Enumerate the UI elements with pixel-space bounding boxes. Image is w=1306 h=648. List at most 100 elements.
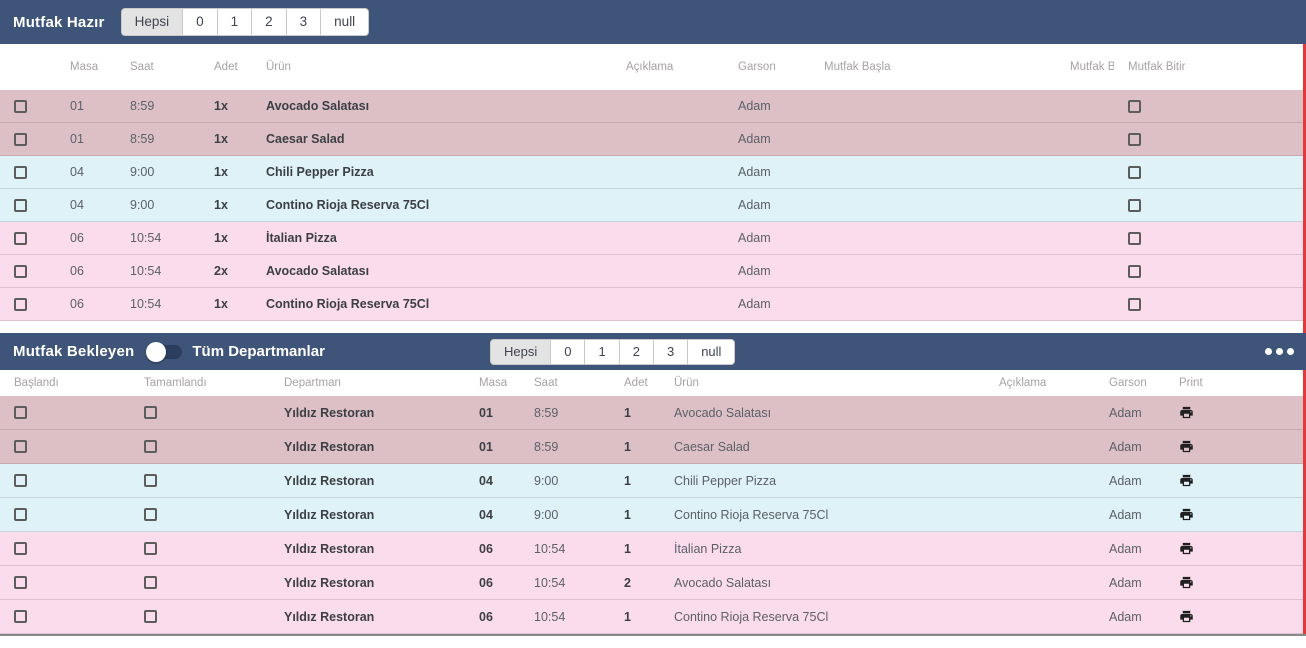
col-urun: Ürün [266, 61, 291, 73]
adet-value: 2 [624, 575, 631, 590]
aciklama-value [985, 532, 1095, 565]
print-button[interactable] [1179, 405, 1194, 420]
filter-0-button[interactable]: 0 [550, 338, 586, 365]
filter-3-button[interactable]: 3 [652, 338, 689, 365]
tamamlandi-checkbox[interactable] [144, 406, 157, 419]
filter-3-button[interactable]: 3 [285, 8, 322, 36]
departman-value: Yıldız Restoran [284, 507, 375, 522]
garson-value: Adam [1109, 575, 1142, 590]
garson-value: Adam [1109, 405, 1142, 420]
col-saat: Saat [130, 61, 154, 73]
filter-1-button[interactable]: 1 [216, 8, 253, 36]
filter-2-button[interactable]: 2 [618, 338, 654, 365]
saat-value: 9:00 [534, 507, 559, 522]
print-button[interactable] [1179, 541, 1194, 556]
masa-value: 01 [479, 439, 493, 454]
adet-value: 1x [214, 99, 228, 113]
baslandi-checkbox[interactable] [14, 440, 27, 453]
mutfak-basla-value [810, 255, 1056, 287]
mutfak-bitir-checkbox[interactable] [1128, 99, 1141, 113]
col-garson: Garson [1109, 377, 1147, 389]
baslandi-checkbox[interactable] [14, 508, 27, 521]
tamamlandi-checkbox[interactable] [144, 508, 157, 521]
print-button[interactable] [1179, 609, 1194, 624]
row-select-checkbox[interactable] [14, 165, 27, 179]
row-select-checkbox[interactable] [14, 198, 27, 212]
more-options-icon[interactable] [1265, 348, 1294, 355]
mutfak-bitir-checkbox[interactable] [1128, 132, 1141, 146]
saat-value: 9:00 [130, 198, 155, 212]
printer-icon [1180, 474, 1193, 487]
table-row: Yıldız Restoran 06 10:54 1 İtalian Pizza… [0, 532, 1306, 566]
toggle-knob [146, 341, 167, 362]
mutfak-bitir-checkbox[interactable] [1128, 198, 1141, 212]
row-select-checkbox[interactable] [14, 264, 27, 278]
adet-value: 1 [624, 507, 631, 522]
row-select-checkbox[interactable] [14, 231, 27, 245]
urun-value: Avocado Salatası [674, 405, 772, 420]
filter-null-button[interactable]: null [687, 338, 736, 365]
garson-value: Adam [1109, 609, 1142, 624]
row-select-checkbox[interactable] [14, 297, 27, 311]
print-button[interactable] [1179, 575, 1194, 590]
tamamlandi-checkbox[interactable] [144, 542, 157, 555]
tamamlandi-checkbox[interactable] [144, 576, 157, 589]
adet-value: 1 [624, 473, 631, 488]
table-row: 04 9:00 1x Contino Rioja Reserva 75Cl Ad… [0, 189, 1306, 222]
print-button[interactable] [1179, 439, 1194, 454]
table-row: Yıldız Restoran 01 8:59 1 Avocado Salata… [0, 396, 1306, 430]
saat-value: 8:59 [534, 405, 559, 420]
masa-value: 06 [70, 264, 84, 278]
print-button[interactable] [1179, 507, 1194, 522]
masa-value: 01 [70, 99, 84, 113]
garson-value: Adam [738, 99, 771, 113]
mutfak-bitir-checkbox[interactable] [1128, 231, 1141, 245]
urun-value: Contino Rioja Reserva 75Cl [674, 609, 829, 624]
mutfak-bitir-checkbox[interactable] [1128, 297, 1141, 311]
row-select-checkbox[interactable] [14, 99, 27, 113]
kitchen-waiting-header-bar: Mutfak Bekleyen Tüm Departmanlar Hepsi 0… [0, 333, 1306, 370]
baslandi-checkbox[interactable] [14, 542, 27, 555]
saat-value: 10:54 [534, 541, 566, 556]
baslandi-checkbox[interactable] [14, 474, 27, 487]
saat-value: 9:00 [534, 473, 559, 488]
tamamlandi-checkbox[interactable] [144, 440, 157, 453]
print-button[interactable] [1179, 473, 1194, 488]
mutfak-basla-value [810, 189, 1056, 221]
saat-value: 10:54 [130, 297, 162, 311]
col-adet: Adet [214, 61, 238, 73]
all-departments-toggle[interactable] [146, 341, 183, 362]
printer-icon [1180, 406, 1193, 419]
filter-null-button[interactable]: null [320, 8, 370, 36]
aciklama-value [985, 430, 1095, 463]
aciklama-value [985, 566, 1095, 599]
filter-hepsi-button[interactable]: Hepsi [490, 338, 552, 365]
baslandi-checkbox[interactable] [14, 610, 27, 623]
mutfak-bitir-value [1056, 255, 1114, 287]
urun-value: Avocado Salatası [266, 264, 370, 278]
mutfak-bitir-checkbox[interactable] [1128, 165, 1141, 179]
filter-1-button[interactable]: 1 [584, 338, 620, 365]
table-bottom-border [0, 634, 1306, 636]
saat-value: 8:59 [130, 132, 155, 146]
col-departman: Departman [284, 377, 341, 389]
adet-value: 1x [214, 165, 228, 179]
row-select-checkbox[interactable] [14, 132, 27, 146]
filter-2-button[interactable]: 2 [251, 8, 287, 36]
filter-hepsi-button[interactable]: Hepsi [120, 8, 184, 36]
printer-icon [1180, 576, 1193, 589]
garson-value: Adam [738, 297, 771, 311]
tamamlandi-checkbox[interactable] [144, 610, 157, 623]
masa-value: 06 [70, 297, 84, 311]
filter-0-button[interactable]: 0 [182, 8, 218, 36]
col-adet: Adet [624, 377, 648, 389]
saat-value: 8:59 [130, 99, 155, 113]
baslandi-checkbox[interactable] [14, 576, 27, 589]
mutfak-bitir-checkbox[interactable] [1128, 264, 1141, 278]
table-row: Yıldız Restoran 04 9:00 1 Chili Pepper P… [0, 464, 1306, 498]
tamamlandi-checkbox[interactable] [144, 474, 157, 487]
aciklama-value [612, 90, 724, 122]
departman-value: Yıldız Restoran [284, 609, 375, 624]
baslandi-checkbox[interactable] [14, 406, 27, 419]
